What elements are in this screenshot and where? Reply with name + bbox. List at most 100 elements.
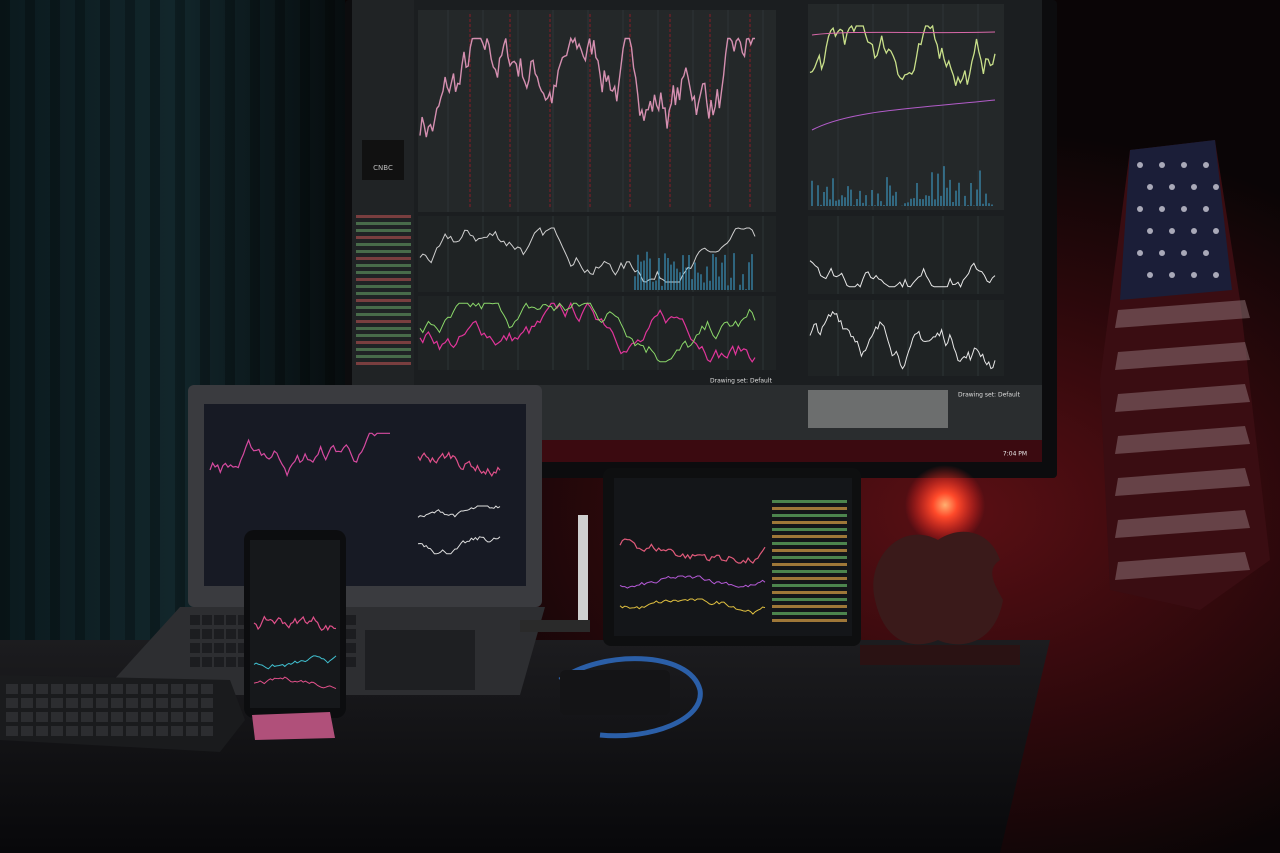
key [141, 712, 153, 722]
key [156, 712, 168, 722]
decor-line [809, 310, 996, 370]
star [1137, 162, 1143, 168]
key [81, 726, 93, 736]
stripe [1115, 468, 1250, 496]
key [6, 684, 18, 694]
key [190, 615, 200, 625]
watchlist-row [356, 362, 411, 365]
key [66, 726, 78, 736]
key [51, 684, 63, 694]
key [202, 615, 212, 625]
quote-row [772, 563, 847, 566]
key [186, 712, 198, 722]
key [81, 698, 93, 708]
decor-line [417, 536, 501, 555]
star [1213, 228, 1219, 234]
key [171, 712, 183, 722]
key [226, 615, 236, 625]
key [21, 712, 33, 722]
apple-figure [873, 531, 1003, 645]
fold [100, 0, 110, 640]
decor-line [619, 598, 766, 615]
key [214, 629, 224, 639]
watchlist-row [356, 250, 411, 253]
key [346, 657, 356, 667]
star [1213, 184, 1219, 190]
key [156, 726, 168, 736]
key [36, 684, 48, 694]
star [1203, 206, 1209, 212]
fold [200, 0, 210, 640]
router-antenna [578, 515, 588, 625]
watchlist-row [356, 313, 411, 316]
drawing-set-left: Drawing set: Default [710, 378, 773, 385]
key [36, 726, 48, 736]
key [171, 684, 183, 694]
key [156, 684, 168, 694]
key [226, 643, 236, 653]
quote-row [772, 584, 847, 587]
watchlist-row [356, 236, 411, 239]
quote-row [772, 570, 847, 573]
key [346, 615, 356, 625]
phone-screen [250, 540, 340, 708]
watchlist-row [356, 348, 411, 351]
hard-drive [560, 670, 670, 715]
quote-row [772, 528, 847, 531]
key [111, 698, 123, 708]
key [81, 712, 93, 722]
fold [250, 0, 260, 640]
key [346, 643, 356, 653]
key [214, 643, 224, 653]
key [201, 684, 213, 694]
watchlist-row [356, 243, 411, 246]
quote-row [772, 591, 847, 594]
key [171, 726, 183, 736]
monitor: CNBC Drawing set: Default Drawing set: D… [345, 0, 1057, 478]
key [96, 726, 108, 736]
star [1191, 228, 1197, 234]
notification [808, 390, 948, 428]
watchlist-row [356, 299, 411, 302]
key [156, 698, 168, 708]
quote-row [772, 549, 847, 552]
key [111, 726, 123, 736]
taskbar-clock: 7:04 PM [1003, 451, 1027, 458]
quote-row [772, 605, 847, 608]
key [226, 629, 236, 639]
star [1169, 272, 1175, 278]
touchpad [365, 630, 475, 690]
watchlist-row [356, 278, 411, 281]
key [36, 712, 48, 722]
quote-row [772, 542, 847, 545]
quote-row [772, 521, 847, 524]
avg-line [811, 99, 996, 131]
watchlist-row [356, 355, 411, 358]
key [36, 698, 48, 708]
watchlist-row [356, 229, 411, 232]
decor-line [419, 302, 756, 363]
quote-row [772, 612, 847, 615]
key [346, 629, 356, 639]
star [1181, 206, 1187, 212]
key [21, 726, 33, 736]
key [6, 698, 18, 708]
decor-line [209, 432, 390, 478]
logo-text: CNBC [373, 164, 393, 172]
star [1147, 272, 1153, 278]
star [1159, 206, 1165, 212]
quote-row [772, 507, 847, 510]
stripe [1115, 426, 1250, 454]
key [201, 726, 213, 736]
key [201, 712, 213, 722]
stripe [1115, 510, 1250, 538]
key [186, 684, 198, 694]
watchlist-row [356, 215, 411, 218]
phone-charts [253, 615, 337, 690]
lamp-glow [905, 465, 985, 545]
watchlist-row [356, 271, 411, 274]
key [141, 684, 153, 694]
watchlist-row [356, 341, 411, 344]
key [186, 726, 198, 736]
key [6, 726, 18, 736]
